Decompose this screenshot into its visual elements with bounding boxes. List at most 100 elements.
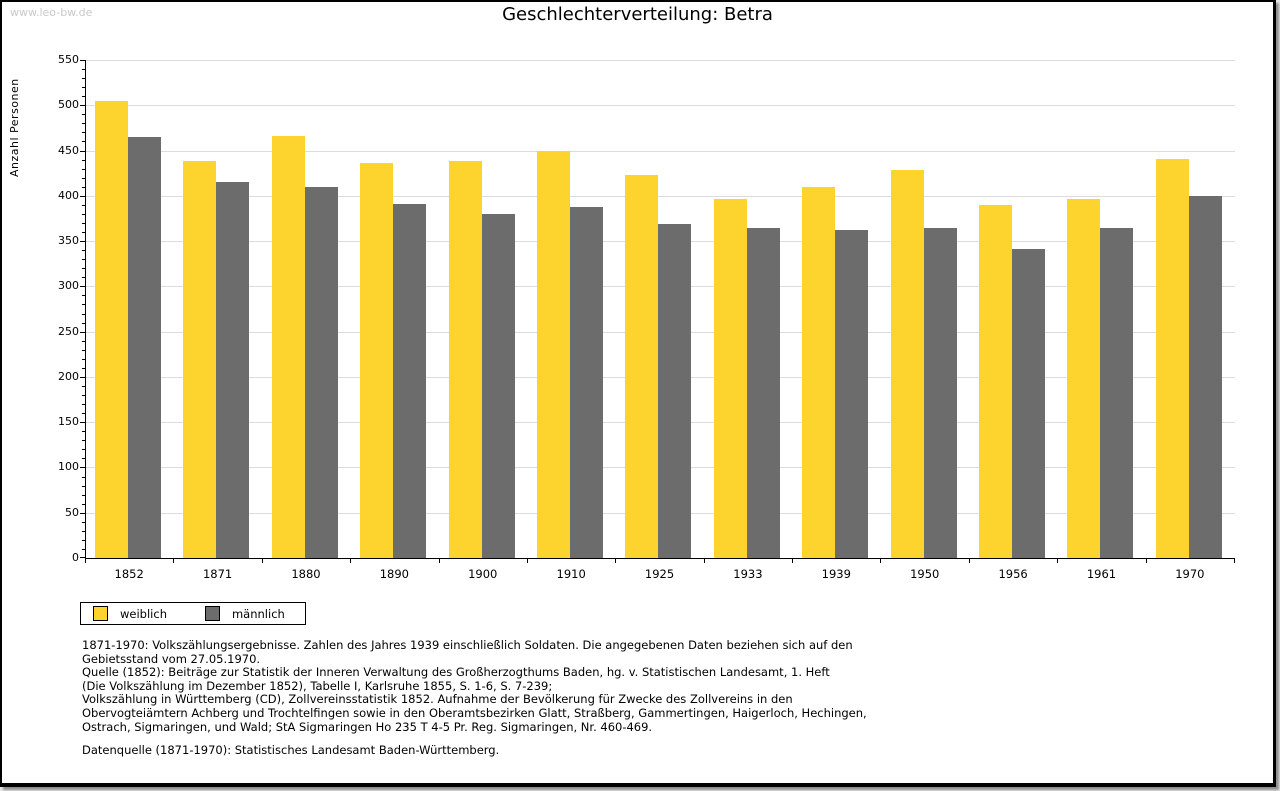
- y-tick-minor-180: [82, 395, 86, 397]
- x-boundary-tick: [1145, 559, 1147, 563]
- y-tick-major-150: [80, 422, 86, 424]
- legend-item-weiblich: weiblich: [93, 606, 175, 621]
- y-tick-label-350: 350: [58, 234, 79, 248]
- bar-group-1950: [882, 60, 970, 558]
- gridline-500: [86, 105, 1235, 107]
- y-tick-minor-270: [82, 313, 86, 315]
- x-boundary-tick: [615, 559, 617, 563]
- gridline-450: [86, 150, 1235, 152]
- bar-group-1939: [793, 60, 881, 558]
- y-tick-minor-30: [82, 530, 86, 532]
- x-label-1970: 1970: [1175, 567, 1205, 581]
- bar-group-1852: [86, 60, 174, 558]
- x-boundary-tick: [350, 559, 352, 563]
- bar-group-1880: [263, 60, 351, 558]
- bar-weiblich-1900: [448, 161, 482, 558]
- y-tick-label-100: 100: [58, 460, 79, 474]
- bar-männlich-1890: [393, 203, 427, 558]
- y-tick-label-200: 200: [58, 369, 79, 383]
- plot-area: 0 50 100 150 200 250 300 350 400 450 500 550: [58, 53, 1235, 564]
- footnote-line: (Die Volkszählung im Dezember 1852), Tab…: [82, 678, 553, 693]
- legend: weiblich männlich: [80, 602, 306, 625]
- y-tick-minor-20: [82, 539, 86, 541]
- footnote-line: Obervogteiämtern Achberg und Trochtelfin…: [82, 705, 867, 720]
- bar-männlich-1970: [1188, 195, 1222, 558]
- legend-label-weiblich: weiblich: [120, 606, 167, 621]
- y-tick-minor-60: [82, 503, 86, 505]
- y-tick-major-200: [80, 376, 86, 378]
- footnote-line: 1871-1970: Volkszählungsergebnisse. Zahl…: [82, 638, 853, 652]
- y-tick-minor-40: [82, 521, 86, 523]
- y-tick-label-0: 0: [72, 551, 79, 564]
- bar-group-1970: [1147, 60, 1235, 558]
- y-tick-minor-220: [82, 358, 86, 360]
- y-tick-minor-460: [82, 141, 86, 143]
- y-tick-label-300: 300: [58, 279, 79, 293]
- y-tick-major-0: [80, 557, 86, 558]
- y-tick-minor-70: [82, 494, 86, 496]
- y-axis-title: Anzahl Personen: [8, 78, 21, 178]
- y-tick-minor-440: [82, 159, 86, 161]
- y-tick-minor-190: [82, 385, 86, 387]
- gridline-400: [86, 195, 1235, 197]
- y-tick-minor-130: [82, 440, 86, 442]
- y-tick-minor-320: [82, 268, 86, 270]
- x-boundary-tick: [792, 559, 794, 563]
- y-tick-minor-490: [82, 114, 86, 116]
- bar-männlich-1900: [481, 213, 515, 558]
- y-tick-minor-390: [82, 204, 86, 206]
- y-tick-major-350: [80, 241, 86, 243]
- y-tick-minor-140: [82, 431, 86, 433]
- y-tick-major-300: [80, 286, 86, 288]
- y-tick-minor-380: [82, 213, 86, 215]
- bar-group-1961: [1058, 60, 1146, 558]
- bar-weiblich-1939: [802, 186, 836, 558]
- bar-weiblich-1933: [713, 199, 747, 558]
- y-tick-major-100: [80, 467, 86, 469]
- y-tick-major-400: [80, 195, 86, 197]
- bar-männlich-1871: [216, 182, 250, 558]
- y-tick-minor-90: [82, 476, 86, 478]
- footnote-block: 1871-1970: Volkszählungsergebnisse. Zahl…: [82, 638, 867, 758]
- bar-group-1956: [970, 60, 1058, 558]
- bar-weiblich-1880: [271, 136, 305, 558]
- bar-group-1890: [351, 60, 439, 558]
- footnote-line: Volkszählung in Württemberg (CD), Zollve…: [82, 692, 793, 707]
- y-tick-label-250: 250: [58, 324, 79, 338]
- bar-weiblich-1956: [978, 204, 1012, 558]
- weiblich-color-swatch: [93, 606, 108, 621]
- bar-männlich-1950: [923, 228, 957, 558]
- y-tick-minor-160: [82, 413, 86, 415]
- bar-weiblich-1890: [360, 163, 394, 558]
- x-label-1852: 1852: [114, 567, 144, 581]
- x-label-1890: 1890: [379, 567, 409, 581]
- bar-group-1933: [705, 60, 793, 558]
- y-tick-minor-240: [82, 340, 86, 342]
- y-tick-minor-510: [82, 96, 86, 98]
- bar-weiblich-1852: [95, 100, 128, 558]
- y-tick-minor-170: [82, 404, 86, 406]
- x-label-1933: 1933: [733, 567, 763, 581]
- x-boundary-tick: [173, 559, 175, 563]
- x-boundary-tick: [261, 559, 263, 563]
- x-label-1900: 1900: [468, 567, 498, 581]
- maennlich-color-swatch: [204, 606, 220, 621]
- footnote-line: Ostrach, Sigmaringen, und Wald; StA Sigm…: [82, 719, 653, 734]
- x-boundary-tick: [880, 559, 882, 563]
- y-tick-minor-420: [82, 177, 86, 179]
- y-tick-minor-470: [82, 132, 86, 134]
- footnote-datasource: Datenquelle (1871-1970): Statistisches L…: [82, 743, 500, 758]
- bar-group-1910: [528, 60, 616, 558]
- bar-männlich-1880: [304, 186, 338, 558]
- x-label-1950: 1950: [910, 567, 940, 581]
- x-label-1956: 1956: [998, 567, 1028, 581]
- bar-männlich-1910: [569, 206, 603, 558]
- bar-weiblich-1961: [1067, 198, 1101, 558]
- y-tick-minor-280: [82, 304, 86, 306]
- x-axis-labels: 1852 1871 1880 1890 1900 1910 1925 1933 1939 1950…: [85, 567, 1234, 581]
- x-label-1925: 1925: [644, 567, 675, 581]
- bar-group-1871: [174, 60, 262, 558]
- y-tick-minor-210: [82, 367, 86, 369]
- y-tick-minor-540: [82, 69, 86, 71]
